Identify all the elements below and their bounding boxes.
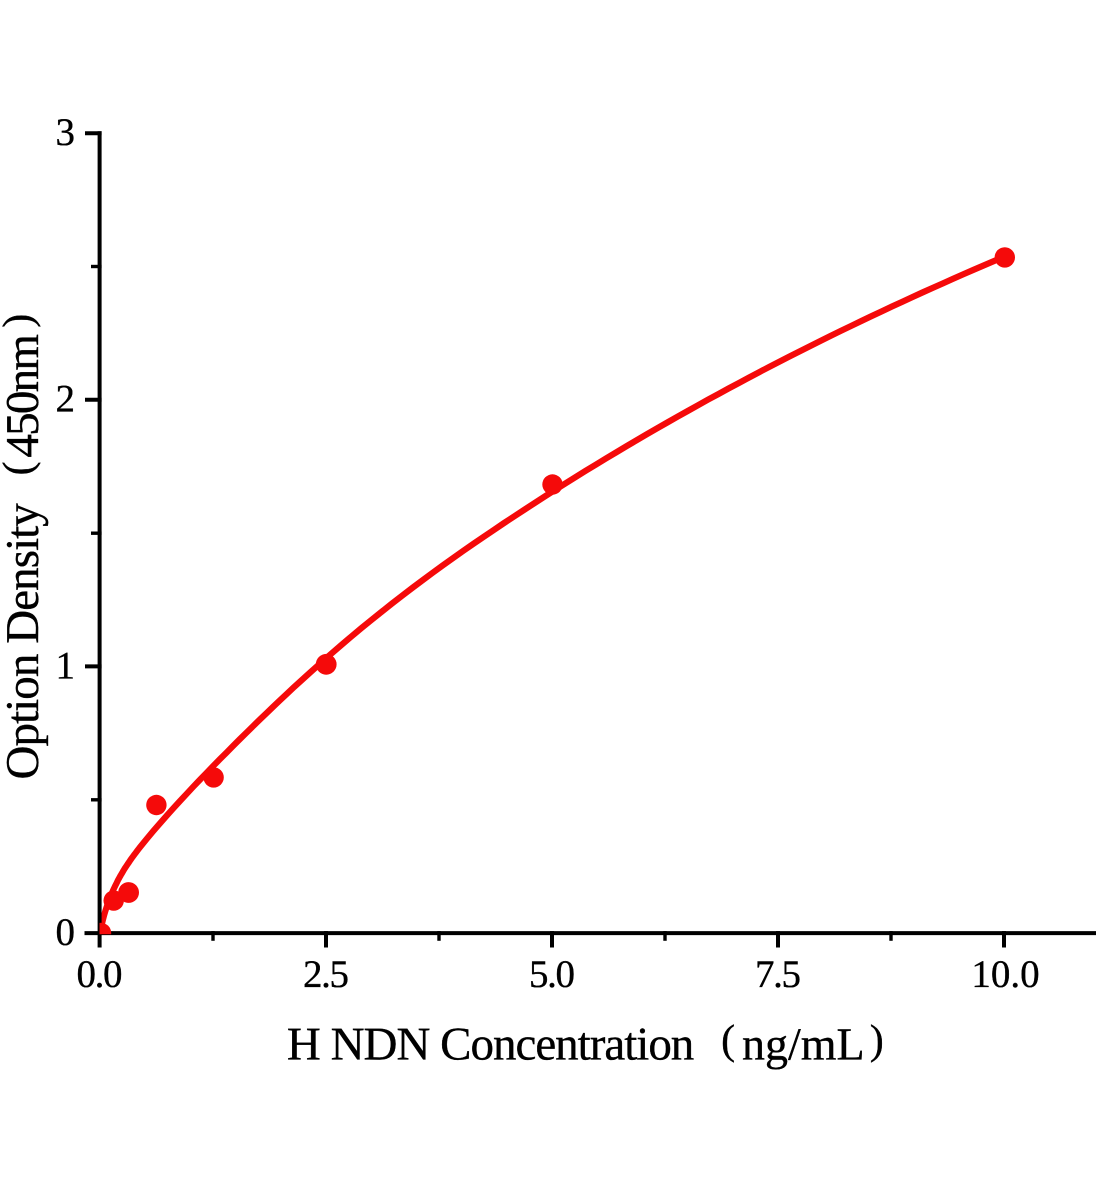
- svg-text:2.5: 2.5: [303, 953, 349, 996]
- svg-text:(: (: [721, 1018, 735, 1064]
- svg-text:1: 1: [56, 644, 76, 687]
- svg-text:H NDN Concentration: H NDN Concentration: [287, 1019, 694, 1071]
- svg-text:(: (: [0, 461, 42, 475]
- svg-text:): ): [870, 1017, 884, 1063]
- svg-text:7.5: 7.5: [755, 953, 801, 996]
- svg-text:0.0: 0.0: [77, 953, 123, 996]
- svg-text:3: 3: [56, 111, 76, 154]
- svg-text:0: 0: [56, 911, 76, 954]
- svg-text:2: 2: [56, 378, 76, 421]
- svg-text:): ): [0, 314, 42, 328]
- svg-text:450nm: 450nm: [0, 334, 49, 458]
- svg-text:10.0: 10.0: [971, 953, 1039, 996]
- svg-text:Option Density: Option Density: [0, 503, 49, 780]
- svg-text:ng/mL: ng/mL: [742, 1019, 865, 1070]
- svg-text:5.0: 5.0: [529, 953, 575, 996]
